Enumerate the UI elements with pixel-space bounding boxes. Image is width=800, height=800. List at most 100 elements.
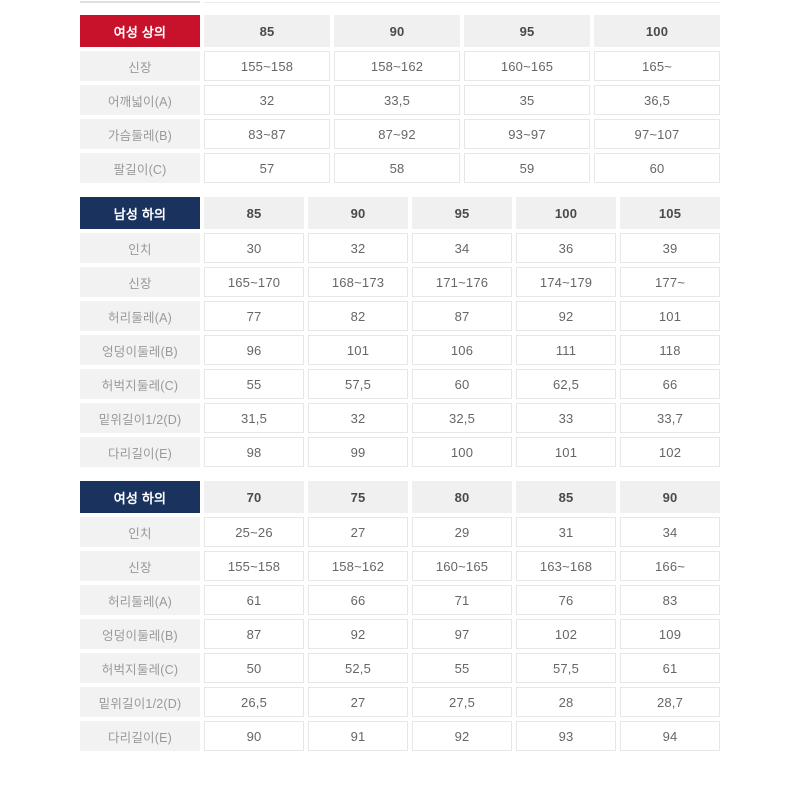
cell-value: 166~ — [620, 551, 720, 581]
cell-value: 155~158 — [204, 551, 304, 581]
cell-value: 101 — [516, 437, 616, 467]
cell-value: 66 — [308, 585, 408, 615]
cell-value: 101 — [620, 301, 720, 331]
cell-value: 33 — [516, 403, 616, 433]
size-header: 100 — [516, 197, 616, 229]
cell-value: 27 — [308, 517, 408, 547]
cell-value: 99 — [308, 437, 408, 467]
cell-value: 52,5 — [308, 653, 408, 683]
cell-value: 25~26 — [204, 517, 304, 547]
size-header: 95 — [464, 15, 590, 47]
cell-value: 35 — [464, 85, 590, 115]
cell-value: 76 — [516, 585, 616, 615]
cell-value: 33,7 — [620, 403, 720, 433]
cell-value: 177~ — [620, 267, 720, 297]
cell-value: 32 — [204, 85, 330, 115]
cell-value: 57,5 — [516, 653, 616, 683]
size-header: 100 — [594, 15, 720, 47]
cell-value: 96 — [204, 335, 304, 365]
cell-value: 101 — [308, 335, 408, 365]
cell-value: 33,5 — [334, 85, 460, 115]
cell-value: 55 — [412, 653, 512, 683]
cell-value: 77 — [204, 301, 304, 331]
cell-value: 92 — [308, 619, 408, 649]
cell-value: 71 — [412, 585, 512, 615]
cell-value: 34 — [620, 517, 720, 547]
table-title-women-bottom: 여성 하의 — [80, 481, 200, 513]
row-label: 엉덩이둘레(B) — [80, 619, 200, 649]
row-label: 밑위길이1/2(D) — [80, 403, 200, 433]
cell-value: 158~162 — [334, 51, 460, 81]
row-label: 허리둘레(A) — [80, 301, 200, 331]
row-label: 밑위길이1/2(D) — [80, 687, 200, 717]
cell-value: 87 — [412, 301, 512, 331]
size-header: 90 — [334, 15, 460, 47]
cell-value: 34 — [412, 233, 512, 263]
cell-value: 111 — [516, 335, 616, 365]
cell-value: 28,7 — [620, 687, 720, 717]
cell-value: 165~170 — [204, 267, 304, 297]
row-label: 가슴둘레(B) — [80, 119, 200, 149]
cell-value: 87 — [204, 619, 304, 649]
cell-value: 50 — [204, 653, 304, 683]
cell-value: 168~173 — [308, 267, 408, 297]
cell-value: 30 — [204, 233, 304, 263]
cell-value: 97~107 — [594, 119, 720, 149]
cell-value: 94 — [620, 721, 720, 751]
cell-value: 27,5 — [412, 687, 512, 717]
size-header: 85 — [516, 481, 616, 513]
cell-value: 61 — [620, 653, 720, 683]
cell-value: 32 — [308, 233, 408, 263]
cell-value: 29 — [412, 517, 512, 547]
cell-value: 171~176 — [412, 267, 512, 297]
row-label: 신장 — [80, 267, 200, 297]
cell-value: 57,5 — [308, 369, 408, 399]
cell-value: 62,5 — [516, 369, 616, 399]
row-label: 팔길이(C) — [80, 153, 200, 183]
cell-value: 36 — [516, 233, 616, 263]
cell-value: 109 — [620, 619, 720, 649]
cell-value: 58 — [334, 153, 460, 183]
row-label: 인치 — [80, 233, 200, 263]
cell-value: 98 — [204, 437, 304, 467]
row-label: 다리길이(E) — [80, 437, 200, 467]
cell-value: 61 — [204, 585, 304, 615]
cell-value: 27 — [308, 687, 408, 717]
size-header: 70 — [204, 481, 304, 513]
cell-value: 93~97 — [464, 119, 590, 149]
row-label: 다리길이(E) — [80, 721, 200, 751]
cell-value: 87~92 — [334, 119, 460, 149]
cell-value: 165~ — [594, 51, 720, 81]
cell-value: 55 — [204, 369, 304, 399]
cell-value: 155~158 — [204, 51, 330, 81]
row-label: 허벅지둘레(C) — [80, 653, 200, 683]
cell-value: 174~179 — [516, 267, 616, 297]
size-table-women-top: 여성 상의 85 90 95 100 신장 155~158 158~162 160~165 165… — [80, 15, 720, 183]
cell-value: 66 — [620, 369, 720, 399]
size-header: 80 — [412, 481, 512, 513]
cell-value: 92 — [516, 301, 616, 331]
cell-value: 59 — [464, 153, 590, 183]
cell-value: 26,5 — [204, 687, 304, 717]
size-header: 85 — [204, 197, 304, 229]
table-title-men-bottom: 남성 하의 — [80, 197, 200, 229]
size-table-men-bottom: 남성 하의 85 90 95 100 105 인치 30 32 34 36 39 신장 165~170 16… — [80, 197, 720, 467]
size-header: 90 — [308, 197, 408, 229]
cell-value: 91 — [308, 721, 408, 751]
cell-value: 160~165 — [412, 551, 512, 581]
cell-value: 32 — [308, 403, 408, 433]
size-header: 75 — [308, 481, 408, 513]
cell-value: 83 — [620, 585, 720, 615]
cell-value: 160~165 — [464, 51, 590, 81]
row-label: 신장 — [80, 551, 200, 581]
cell-value: 36,5 — [594, 85, 720, 115]
size-table-women-bottom: 여성 하의 70 75 80 85 90 인치 25~26 27 29 31 34 신장 155~158 1… — [80, 481, 720, 751]
cell-value: 31,5 — [204, 403, 304, 433]
row-label: 신장 — [80, 51, 200, 81]
cell-value: 57 — [204, 153, 330, 183]
size-header: 95 — [412, 197, 512, 229]
size-header: 85 — [204, 15, 330, 47]
cell-value: 97 — [412, 619, 512, 649]
cell-value: 60 — [412, 369, 512, 399]
